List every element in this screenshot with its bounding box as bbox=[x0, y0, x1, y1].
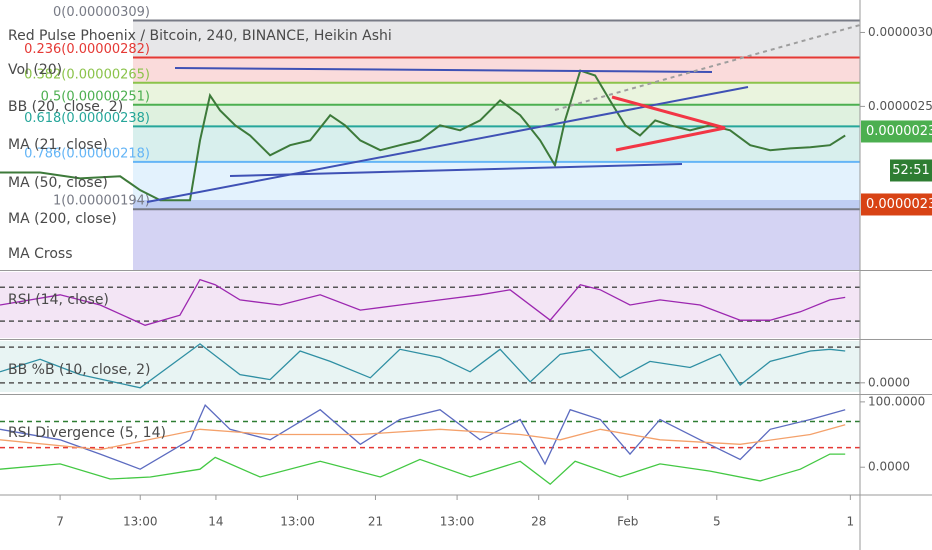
series-line bbox=[0, 453, 846, 486]
fib-band bbox=[133, 104, 860, 127]
fib-label: 0.618(0.00000238) bbox=[24, 111, 150, 126]
fib-label: 0.786(0.00000218) bbox=[24, 146, 150, 161]
last-price-tag bbox=[861, 193, 932, 216]
series-line bbox=[0, 343, 846, 389]
x-tick-label: 13:00 bbox=[280, 515, 315, 529]
series-line bbox=[0, 424, 846, 451]
y-tick-label: 100.0000 bbox=[868, 394, 925, 408]
price-tag-label: 0.00000235 bbox=[866, 124, 932, 139]
pane-fill bbox=[0, 341, 860, 392]
x-tick-label: 13:00 bbox=[440, 515, 475, 529]
volume-area bbox=[133, 200, 860, 270]
fib-label: 0.236(0.00000282) bbox=[24, 42, 150, 57]
pane-title: RSI Divergence (5, 14) bbox=[8, 425, 166, 441]
x-tick-label: 28 bbox=[531, 515, 546, 529]
pane-title: RSI (14, close) bbox=[8, 292, 109, 308]
x-tick-label: 1 bbox=[847, 515, 855, 529]
series-line bbox=[0, 69, 846, 202]
x-tick-label: 5 bbox=[713, 515, 721, 529]
fib-label: 0.5(0.00000251) bbox=[41, 89, 150, 104]
countdown-label: 52:51 bbox=[892, 163, 929, 178]
triangle-drawing bbox=[611, 95, 726, 152]
pane-title: BB %B (10, close, 2) bbox=[8, 362, 151, 378]
trend-line bbox=[174, 67, 713, 73]
pane-fill bbox=[0, 272, 860, 338]
trend-line bbox=[229, 163, 683, 177]
indicator-label: MA (21, close) bbox=[8, 137, 108, 153]
symbol-title: Red Pulse Phoenix / Bitcoin, 240, BINANC… bbox=[8, 28, 392, 44]
indicator-label: Vol (20) bbox=[8, 62, 62, 78]
price-tag bbox=[861, 120, 932, 143]
fib-label: 0.382(0.00000265) bbox=[24, 67, 150, 82]
fib-label: 1(0.00000194) bbox=[53, 194, 150, 209]
fib-band bbox=[133, 126, 860, 162]
x-tick-label: 13:00 bbox=[123, 515, 158, 529]
series-line bbox=[0, 278, 846, 326]
x-tick-label: 21 bbox=[368, 515, 383, 529]
indicator-label: MA Cross bbox=[8, 246, 72, 262]
x-tick-label: Feb bbox=[617, 515, 638, 529]
fib-band bbox=[133, 82, 860, 105]
indicator-label: BB (20, close, 2) bbox=[8, 99, 123, 115]
indicator-label: MA (200, close) bbox=[8, 211, 117, 227]
x-tick-label: 7 bbox=[56, 515, 64, 529]
x-tick-label: 14 bbox=[208, 515, 223, 529]
drawings bbox=[146, 24, 861, 203]
countdown-tag bbox=[890, 159, 932, 182]
panes: 0(0.00000309) 0.236(0.00000282) 0.382(0.00… bbox=[0, 5, 932, 529]
indicator-label: MA (50, close) bbox=[8, 175, 108, 191]
y-tick-label: 0.0000 bbox=[868, 460, 910, 474]
fib-band bbox=[133, 20, 860, 58]
last-price-label: 0.00000233 bbox=[866, 197, 932, 212]
legend: Red Pulse Phoenix / Bitcoin, 240, BINANC… bbox=[8, 28, 392, 441]
y-tick-label: 0.0000 bbox=[868, 375, 910, 389]
fib-label: 0(0.00000309) bbox=[53, 5, 150, 20]
